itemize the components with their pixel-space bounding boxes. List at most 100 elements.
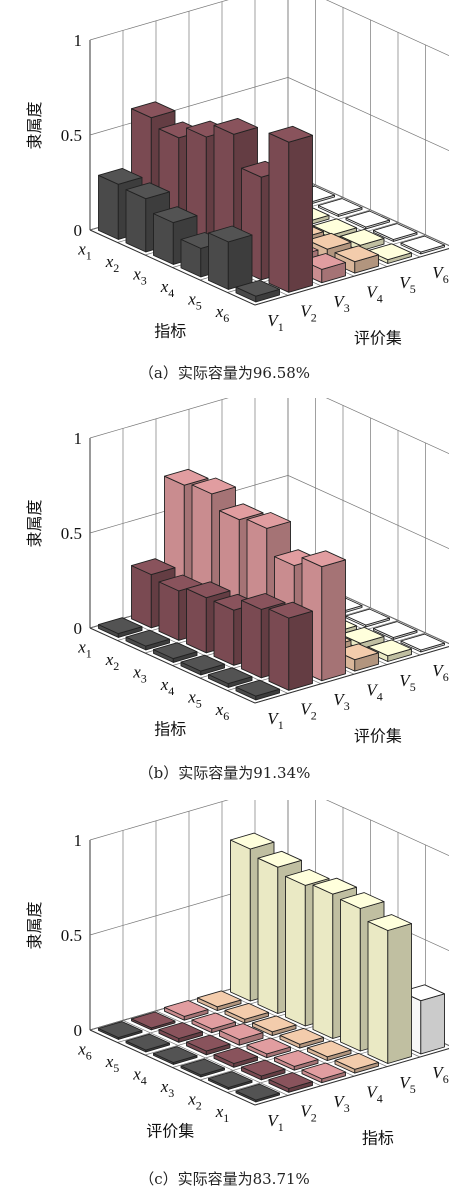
index-letter: x xyxy=(187,687,196,706)
bar-face-top xyxy=(158,1022,203,1039)
z-tick-labels: 00.51 xyxy=(61,831,82,1040)
bar-face-top xyxy=(153,206,198,224)
z-tick-label: 0 xyxy=(74,1021,83,1040)
bar-face-top xyxy=(191,477,236,495)
index-subscript: 6 xyxy=(86,1048,92,1062)
index-letter: x xyxy=(77,239,86,258)
grade-letter: V xyxy=(366,282,379,301)
index-subscript: 2 xyxy=(113,261,119,275)
index-subscript: 2 xyxy=(113,659,119,673)
grade-tick-label: V1 xyxy=(267,709,283,732)
bar-x2-V2 xyxy=(241,1059,286,1081)
bar-face-top xyxy=(98,617,143,635)
grade-subscript: 1 xyxy=(278,718,284,732)
bar-x4-V1 xyxy=(180,654,225,676)
bar-face-front xyxy=(288,134,313,293)
grade-subscript: 6 xyxy=(443,670,449,684)
grade-tick-label: V2 xyxy=(300,700,316,723)
bar-face-top xyxy=(307,232,352,250)
bar-face-top xyxy=(153,1046,198,1063)
bar-x3-V4 xyxy=(279,1027,324,1049)
bar-face-top xyxy=(241,1059,286,1077)
grade-tick-label: V1 xyxy=(267,1111,283,1134)
index-tick-label: x6 xyxy=(215,302,230,325)
index-letter: x xyxy=(105,650,114,669)
bar-face-top xyxy=(334,245,379,263)
bar-face-top xyxy=(367,243,412,261)
z-tick-label: 0 xyxy=(74,619,83,638)
index-tick-label: x6 xyxy=(77,1039,92,1062)
index-tick-label: x4 xyxy=(132,1064,147,1087)
bar-face-left xyxy=(230,839,251,1002)
bar-face-top xyxy=(400,633,445,651)
index-subscript: 3 xyxy=(141,273,147,287)
bar-face-left xyxy=(186,588,207,654)
grade-axis-label: 评价集 xyxy=(354,726,402,745)
bar-face-top xyxy=(180,654,225,672)
grade-letter: V xyxy=(432,661,445,680)
bar-face-top xyxy=(241,593,286,610)
index-tick-labels: x6 x5 x4 x3 x2 x1 xyxy=(77,1039,229,1125)
chart-panel-b: 0 0.5 1 隶属度 x1 x2 x3 x4 x5 x6 V1 V2 V3 V4 V5 V6 指标 评价集 xyxy=(0,398,449,753)
grade-tick-label: V3 xyxy=(333,690,349,713)
bar-x3-V1 xyxy=(153,642,198,663)
bar-face-top xyxy=(307,1040,352,1058)
grade-subscript: 5 xyxy=(410,680,416,694)
grade-letter: V xyxy=(399,273,412,292)
grade-axis-line xyxy=(254,1048,449,1106)
grade-tick-label: V6 xyxy=(432,1063,448,1086)
bar-x4-V3 xyxy=(219,1023,264,1046)
bar-x4-V6 xyxy=(345,210,390,230)
bar-x1-V3 xyxy=(301,1062,346,1084)
bar-x5-V6 xyxy=(373,223,418,242)
bar-x4-V1 xyxy=(153,1046,198,1065)
grade-tick-label: V1 xyxy=(267,311,283,334)
grade-tick-label: V2 xyxy=(300,302,316,325)
bar-face-top xyxy=(208,1071,253,1088)
index-tick-label: x4 xyxy=(160,277,175,300)
bar-face-left xyxy=(268,608,290,691)
index-letter: x xyxy=(132,264,141,283)
index-letter: x xyxy=(160,675,169,694)
index-tick-label: x5 xyxy=(187,289,202,312)
bar-face-top xyxy=(340,626,385,644)
bar-face-front xyxy=(288,610,313,691)
grade-letter: V xyxy=(366,680,379,699)
bar-face-top xyxy=(164,1000,209,1017)
bar-face-left xyxy=(285,875,306,1027)
index-subscript: 3 xyxy=(141,671,147,685)
index-tick-label: x3 xyxy=(132,662,147,685)
z-tick-label: 1 xyxy=(74,31,83,50)
z-axis-label: 隶属度 xyxy=(25,101,44,149)
index-subscript: 4 xyxy=(141,1073,147,1087)
index-subscript: 4 xyxy=(168,286,174,300)
bar-face-top xyxy=(219,1023,264,1040)
bar-face-top xyxy=(125,1033,170,1051)
floor-grid-line xyxy=(122,1020,289,1096)
bar-face-front xyxy=(321,559,346,682)
bar-x3-V6 xyxy=(318,198,363,217)
bar-face-top xyxy=(213,117,258,135)
index-tick-label: x1 xyxy=(77,239,92,262)
bar-x2-V1 xyxy=(125,629,170,651)
bar-face-top xyxy=(224,1002,269,1020)
bar-face-left xyxy=(257,857,279,1014)
bar-face-front xyxy=(420,993,445,1055)
grade-letter: V xyxy=(300,700,313,719)
z-tick-labels: 00.51 xyxy=(61,31,82,240)
bar-face-top xyxy=(186,1034,231,1052)
bar-x5-V6 xyxy=(373,621,418,640)
bar-face-top xyxy=(246,512,291,529)
index-letter: x xyxy=(215,700,224,719)
bars xyxy=(98,101,445,303)
grade-subscript: 1 xyxy=(278,320,284,334)
chart-panel-c: 0 0.5 1 隶属度 x6 x5 x4 x3 x2 x1 V1 V2 V3 V4 V5 V6 评价集 指标 xyxy=(0,800,449,1155)
bar-face-top xyxy=(219,503,264,521)
bar-face-top xyxy=(340,892,385,909)
wall-grid-horizontal xyxy=(89,800,449,856)
caption-c: （c）实际容量为83.71% xyxy=(139,1170,310,1188)
z-tick-label: 1 xyxy=(74,831,83,850)
grade-axis-label: 指标 xyxy=(362,1128,394,1147)
